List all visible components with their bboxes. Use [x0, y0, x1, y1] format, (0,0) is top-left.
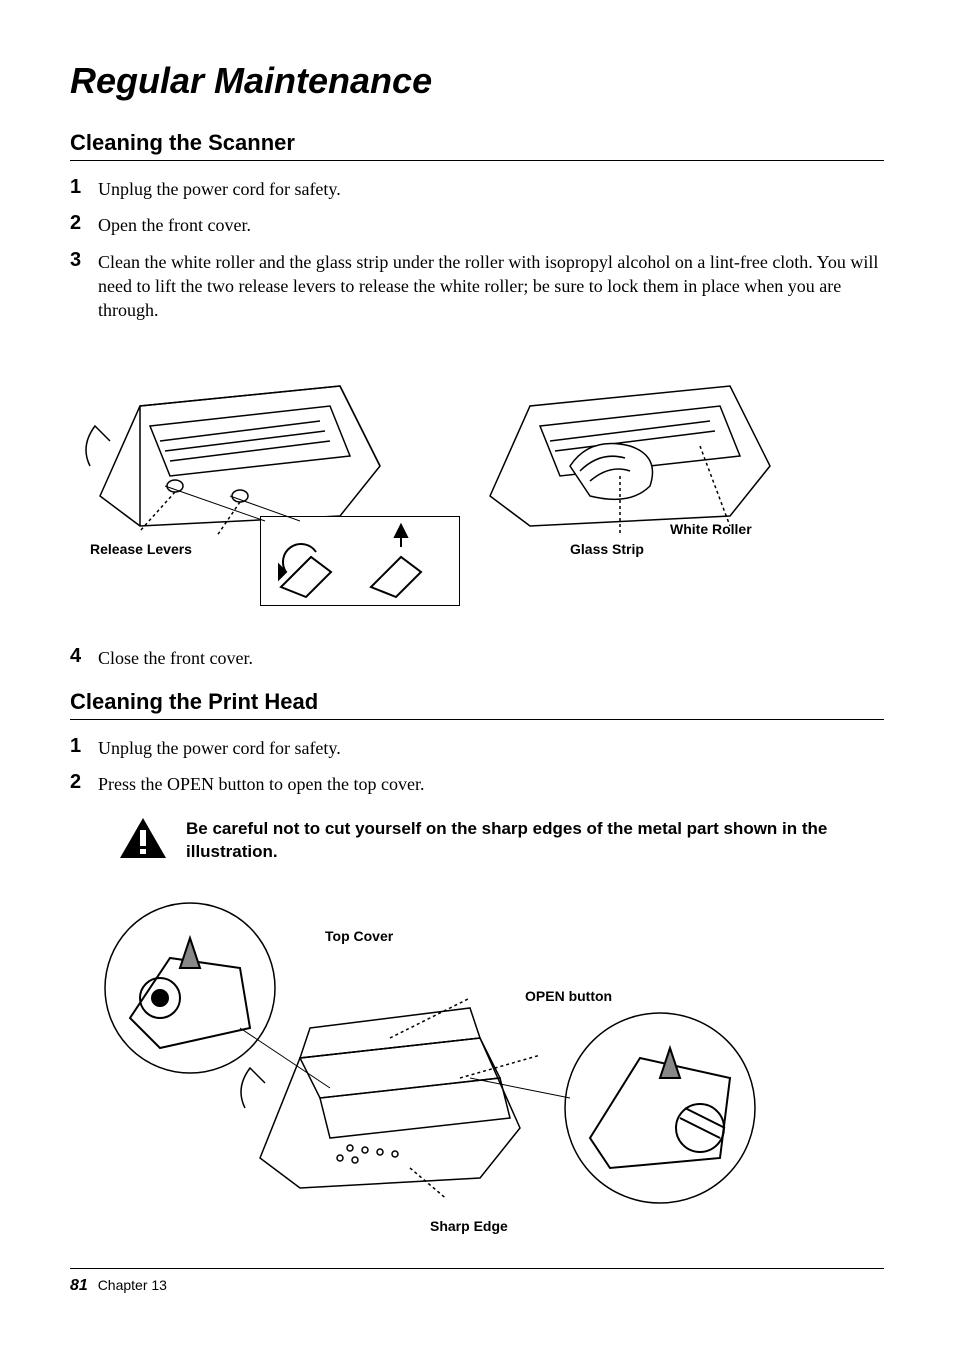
section-heading-scanner: Cleaning the Scanner [70, 130, 884, 156]
step-text: Open the front cover. [98, 211, 251, 237]
step-number: 2 [70, 770, 98, 794]
figure-printhead: Top Cover OPEN button Sharp Edge [70, 888, 884, 1248]
step-number: 4 [70, 644, 98, 668]
step-item: 2 Open the front cover. [70, 211, 884, 237]
step-item: 2 Press the OPEN button to open the top … [70, 770, 884, 796]
step-item: 1 Unplug the power cord for safety. [70, 734, 884, 760]
warning-icon [118, 816, 168, 860]
step-number: 2 [70, 211, 98, 235]
callout-release-levers: Release Levers [90, 541, 192, 557]
leader-lines [70, 346, 470, 616]
steps-scanner-cont: 4 Close the front cover. [70, 644, 884, 670]
page-title: Regular Maintenance [70, 60, 884, 102]
warning-text: Be careful not to cut yourself on the sh… [186, 816, 884, 864]
callout-glass-strip: Glass Strip [570, 541, 644, 557]
step-number: 1 [70, 734, 98, 758]
footer-rule [70, 1268, 884, 1269]
step-text: Unplug the power cord for safety. [98, 734, 341, 760]
step-text: Close the front cover. [98, 644, 253, 670]
step-number: 1 [70, 175, 98, 199]
step-text: Unplug the power cord for safety. [98, 175, 341, 201]
callout-sharp-edge: Sharp Edge [430, 1218, 508, 1234]
step-item: 4 Close the front cover. [70, 644, 884, 670]
section-heading-printhead: Cleaning the Print Head [70, 689, 884, 715]
section-rule [70, 719, 884, 720]
step-text: Clean the white roller and the glass str… [98, 248, 884, 323]
callout-open-button: OPEN button [525, 988, 612, 1004]
leader-lines-2 [70, 888, 790, 1248]
callout-white-roller: White Roller [670, 521, 752, 537]
page-number: 81 [70, 1277, 88, 1294]
steps-scanner: 1 Unplug the power cord for safety. 2 Op… [70, 175, 884, 322]
chapter-label: Chapter 13 [98, 1277, 167, 1293]
footer-text: 81 Chapter 13 [70, 1277, 884, 1295]
step-number: 3 [70, 248, 98, 272]
steps-printhead: 1 Unplug the power cord for safety. 2 Pr… [70, 734, 884, 797]
callout-top-cover: Top Cover [325, 928, 393, 944]
machine-illustration-right [470, 346, 780, 536]
section-rule [70, 160, 884, 161]
step-item: 1 Unplug the power cord for safety. [70, 175, 884, 201]
figure-scanner: Release Levers Glass Strip White Roller [70, 346, 884, 626]
warning-block: Be careful not to cut yourself on the sh… [118, 816, 884, 864]
step-text: Press the OPEN button to open the top co… [98, 770, 424, 796]
step-item: 3 Clean the white roller and the glass s… [70, 248, 884, 323]
page-footer: 81 Chapter 13 [70, 1268, 884, 1295]
